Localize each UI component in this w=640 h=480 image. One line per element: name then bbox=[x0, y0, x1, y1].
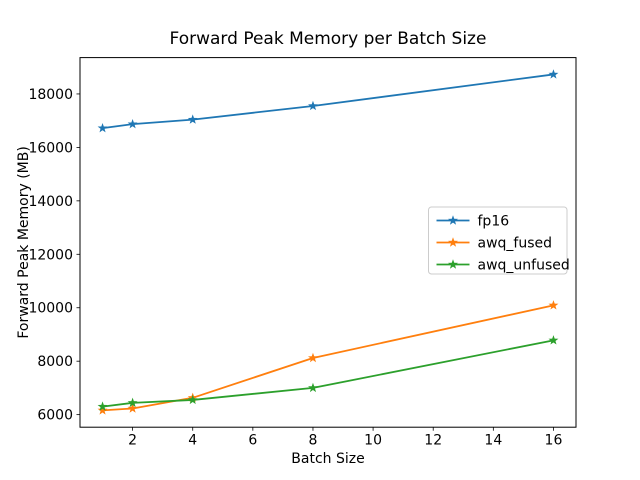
star-marker bbox=[308, 352, 318, 363]
axes-ticks: 2 4 6 8 10 12 14 16 6000 8000 10000 12000 14000 16000… bbox=[28, 87, 562, 449]
y-tick-label: 12000 bbox=[28, 247, 73, 263]
x-tick-label: 14 bbox=[484, 433, 502, 449]
legend-label-fp16: fp16 bbox=[478, 214, 510, 230]
x-tick-label: 4 bbox=[188, 433, 197, 449]
star-marker bbox=[548, 300, 559, 310]
star-marker bbox=[548, 69, 559, 79]
y-axis-label: Forward Peak Memory (MB) bbox=[16, 146, 32, 338]
star-marker bbox=[187, 114, 198, 124]
star-marker bbox=[448, 215, 458, 225]
legend-entry-awq_fused: awq_fused bbox=[436, 236, 553, 252]
star-marker bbox=[97, 122, 108, 133]
legend-box bbox=[428, 206, 568, 275]
star-marker bbox=[127, 403, 138, 413]
legend-label-awq_unfused: awq_unfused bbox=[478, 258, 570, 274]
star-marker bbox=[97, 401, 108, 411]
x-tick-label: 10 bbox=[364, 433, 382, 449]
legend-entry-fp16: fp16 bbox=[436, 214, 510, 230]
x-tick-label: 8 bbox=[309, 433, 318, 449]
x-tick-label: 2 bbox=[128, 433, 137, 449]
series-markers-awq_unfused bbox=[97, 335, 559, 411]
y-tick-label: 6000 bbox=[37, 408, 73, 424]
plot-border bbox=[79, 57, 577, 428]
star-marker bbox=[127, 118, 138, 129]
y-tick-label: 16000 bbox=[28, 140, 73, 156]
star-marker bbox=[187, 394, 198, 405]
series-markers-fp16 bbox=[97, 69, 559, 133]
chart-title: Forward Peak Memory per Batch Size bbox=[170, 29, 487, 49]
legend: fp16 awq_fused awq_unfused bbox=[428, 206, 570, 275]
star-marker bbox=[308, 100, 318, 111]
star-marker bbox=[448, 237, 458, 247]
y-tick-label: 8000 bbox=[37, 354, 73, 370]
legend-entry-awq_unfused: awq_unfused bbox=[436, 258, 570, 274]
star-marker bbox=[97, 405, 108, 415]
star-marker bbox=[448, 259, 458, 269]
star-marker bbox=[127, 397, 138, 408]
y-tick-label: 18000 bbox=[28, 87, 73, 103]
legend-label-awq_fused: awq_fused bbox=[478, 236, 553, 252]
y-tick-label: 10000 bbox=[28, 301, 73, 317]
x-axis-label: Batch Size bbox=[291, 451, 364, 467]
x-tick-label: 6 bbox=[248, 433, 257, 449]
star-marker bbox=[548, 335, 559, 345]
series-layer bbox=[97, 69, 559, 415]
y-tick-label: 14000 bbox=[28, 194, 73, 210]
x-tick-label: 12 bbox=[424, 433, 442, 449]
x-tick-label: 16 bbox=[545, 433, 563, 449]
star-marker bbox=[308, 382, 318, 393]
